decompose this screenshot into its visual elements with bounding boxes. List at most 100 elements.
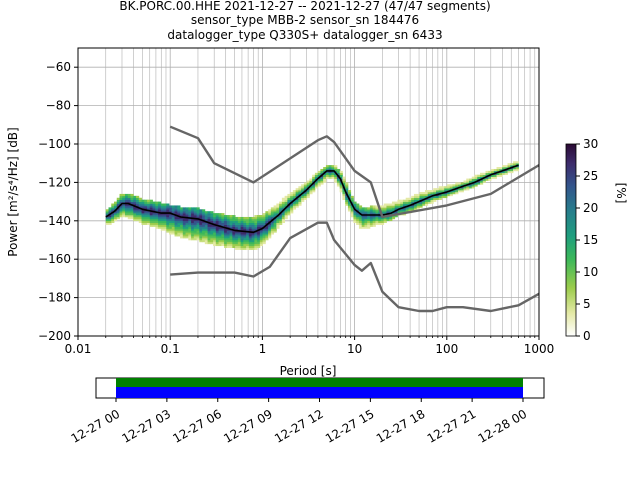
density-cell [180, 230, 184, 233]
density-cell [400, 203, 404, 206]
density-cell [215, 236, 219, 239]
density-cell [356, 213, 360, 216]
density-cell [270, 213, 275, 216]
density-cell [358, 216, 363, 220]
density-cell [199, 222, 203, 225]
density-cell [336, 184, 341, 187]
density-cell [235, 218, 239, 222]
density-cell [235, 230, 239, 233]
density-cell [257, 241, 261, 245]
density-cell [510, 163, 514, 166]
density-cell [152, 218, 156, 222]
density-cell [257, 230, 261, 233]
density-cell [210, 240, 214, 243]
density-cell [419, 205, 423, 208]
density-cell [204, 211, 208, 214]
density-cell [237, 220, 241, 224]
density-cell [144, 218, 148, 222]
density-cell [127, 195, 131, 199]
density-cell [207, 230, 211, 233]
density-cell [243, 243, 247, 247]
density-cell [160, 203, 164, 206]
density-cell [119, 215, 123, 218]
density-cell [226, 216, 230, 220]
density-cell [402, 199, 407, 202]
density-cell [147, 207, 151, 210]
density-cell [218, 240, 222, 243]
density-cell [303, 184, 308, 187]
density-cell [482, 172, 486, 176]
density-cell [290, 209, 294, 212]
density-cell [259, 224, 264, 227]
density-cell [243, 232, 247, 235]
density-cell [188, 232, 192, 235]
density-cell [196, 224, 200, 227]
x-tick-label: 0.1 [161, 342, 180, 356]
density-cell [270, 211, 275, 214]
density-cell [213, 215, 217, 218]
density-cell [188, 218, 192, 222]
density-cell [400, 201, 404, 204]
density-cell [133, 207, 137, 210]
density-cell [232, 224, 236, 227]
density-cell [273, 220, 277, 224]
density-cell [147, 222, 151, 225]
density-cell [386, 205, 390, 208]
density-cell [177, 232, 181, 235]
density-cell [188, 226, 192, 229]
density-cell [254, 243, 258, 247]
colorbar-tick-label: 20 [583, 201, 598, 215]
density-cell [416, 195, 420, 199]
density-cell [196, 218, 200, 222]
density-cell [193, 232, 197, 235]
density-cell [416, 203, 420, 206]
density-cell [182, 234, 186, 237]
density-cell [246, 241, 250, 245]
density-cell [350, 215, 354, 218]
density-cell [433, 188, 437, 191]
density-cell [342, 197, 346, 200]
density-cell [502, 167, 506, 170]
density-cell [430, 195, 434, 199]
density-cell [488, 170, 492, 174]
density-cell [213, 236, 217, 239]
density-cell [408, 201, 412, 204]
density-cell [254, 226, 258, 229]
density-cell [446, 186, 451, 189]
density-cell [268, 236, 272, 239]
density-cell [215, 241, 219, 245]
density-cell [204, 226, 208, 229]
density-cell [325, 170, 330, 174]
density-cell [397, 211, 401, 214]
density-cell [493, 168, 497, 172]
density-cell [386, 209, 390, 212]
density-cell [141, 213, 145, 216]
density-cell [460, 184, 464, 187]
density-cell [257, 215, 261, 218]
density-cell [202, 226, 206, 229]
density-cell [213, 218, 217, 222]
density-cell [204, 238, 208, 241]
density-cell [152, 222, 156, 225]
density-cell [243, 226, 247, 229]
density-cell [292, 192, 297, 195]
density-cell [180, 228, 184, 231]
density-cell [389, 218, 393, 222]
density-cell [314, 172, 319, 176]
density-cell [182, 215, 186, 218]
density-cell [306, 195, 310, 199]
density-cell [265, 238, 269, 241]
density-cell [325, 167, 330, 170]
density-cell [207, 241, 211, 245]
density-cell [430, 193, 434, 197]
density-cell [202, 236, 206, 239]
density-cell [402, 203, 407, 206]
y-tick-label: −140 [38, 214, 71, 228]
density-cell [386, 216, 390, 220]
density-cell [257, 226, 261, 229]
density-cell [413, 203, 418, 206]
density-cell [180, 220, 184, 224]
density-cell [111, 207, 115, 210]
density-cell [257, 232, 261, 235]
density-cell [210, 241, 214, 245]
